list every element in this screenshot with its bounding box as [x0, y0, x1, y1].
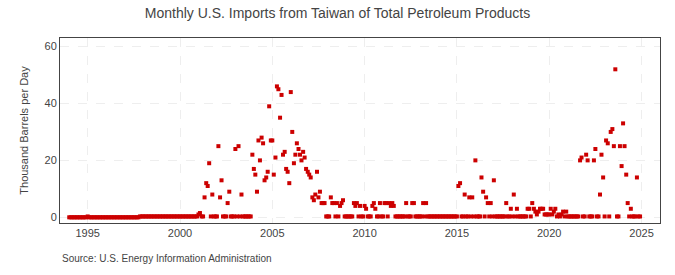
svg-text:2005: 2005: [260, 227, 284, 239]
svg-text:60: 60: [45, 40, 57, 52]
svg-text:Source: U.S. Energy Informatio: Source: U.S. Energy Information Administ…: [62, 253, 272, 264]
svg-text:40: 40: [45, 97, 57, 109]
svg-text:1995: 1995: [75, 227, 99, 239]
svg-text:2000: 2000: [168, 227, 192, 239]
svg-text:Monthly U.S. Imports from Taiw: Monthly U.S. Imports from Taiwan of Tota…: [145, 5, 530, 21]
svg-text:2015: 2015: [445, 227, 469, 239]
svg-text:2010: 2010: [352, 227, 376, 239]
svg-text:2020: 2020: [537, 227, 561, 239]
svg-text:20: 20: [45, 154, 57, 166]
svg-text:0: 0: [51, 211, 57, 223]
svg-text:Thousand Barrels per Day: Thousand Barrels per Day: [18, 66, 30, 195]
svg-text:2025: 2025: [629, 227, 653, 239]
